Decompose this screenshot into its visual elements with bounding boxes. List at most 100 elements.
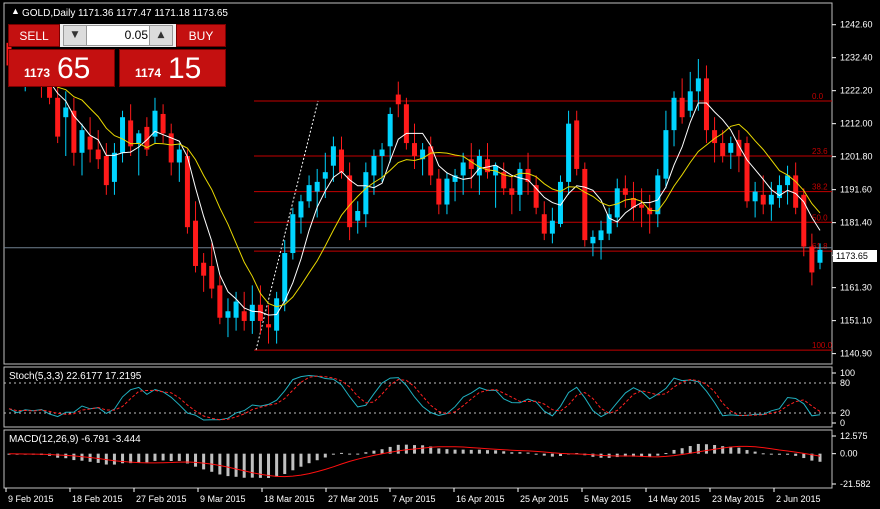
- time-tick-label: 27 Feb 2015: [136, 494, 187, 504]
- candle-body: [671, 97, 677, 131]
- candle-body: [476, 156, 482, 176]
- macd-tick-label: -21.582: [840, 479, 871, 489]
- macd-histogram-bar: [202, 453, 206, 470]
- candle-body: [290, 214, 296, 254]
- candle-body: [233, 301, 239, 318]
- candle-body: [768, 194, 774, 205]
- candle-body: [201, 262, 207, 276]
- macd-histogram-bar: [469, 449, 473, 454]
- macd-histogram-bar: [380, 449, 384, 454]
- candle-body: [817, 249, 823, 263]
- macd-signal-line: [8, 445, 821, 478]
- current-price-label: 1173.65: [836, 251, 868, 261]
- price-tick-label: 1201.80: [840, 152, 873, 162]
- candle-body: [606, 214, 612, 234]
- candle-body: [752, 191, 758, 202]
- macd-histogram-bar: [729, 446, 733, 454]
- buy-button[interactable]: BUY: [176, 24, 226, 47]
- macd-histogram-bar: [307, 453, 311, 464]
- candle-body: [71, 110, 77, 153]
- macd-histogram-bar: [421, 445, 425, 454]
- macd-histogram-bar: [445, 449, 449, 454]
- macd-histogram-bar: [267, 453, 271, 478]
- macd-histogram-bar: [250, 453, 254, 478]
- macd-histogram-bar: [161, 453, 165, 461]
- time-tick-label: 7 Apr 2015: [392, 494, 436, 504]
- time-tick-label: 18 Mar 2015: [264, 494, 315, 504]
- candle-body: [582, 168, 588, 241]
- macd-tick-label: 12.575: [840, 431, 868, 441]
- macd-histogram-bar: [331, 453, 335, 455]
- candle-body: [241, 311, 247, 321]
- stoch-main-line: [8, 374, 821, 421]
- candle-body: [111, 152, 117, 182]
- candle-body: [525, 168, 531, 182]
- macd-histogram-bar: [494, 450, 498, 454]
- candle-body: [687, 91, 693, 111]
- price-tick-label: 1222.20: [840, 86, 873, 96]
- price-tick-label: 1181.40: [840, 218, 872, 228]
- time-tick-label: 5 May 2015: [584, 494, 631, 504]
- candle-body: [128, 120, 134, 147]
- time-tick-label: 16 Apr 2015: [456, 494, 505, 504]
- candle-body: [120, 117, 126, 153]
- chart-menu-icon[interactable]: ▲: [11, 6, 20, 16]
- price-tick-label: 1232.40: [840, 53, 873, 63]
- candle-body: [590, 236, 596, 244]
- candle-body: [403, 104, 409, 144]
- price-tick-label: 1151.10: [840, 316, 872, 326]
- stoch-tick-label: 100: [840, 368, 855, 378]
- macd-histogram-bar: [396, 444, 400, 454]
- macd-histogram-bar: [242, 453, 246, 478]
- candle-body: [355, 210, 361, 221]
- macd-histogram-bar: [453, 449, 457, 454]
- macd-histogram-bar: [761, 453, 765, 455]
- candle-body: [87, 136, 93, 150]
- macd-histogram-bar: [234, 453, 238, 477]
- candle-body: [801, 194, 807, 247]
- candle-body: [371, 156, 377, 176]
- ohlc-readout: 1171.36 1177.47 1171.18 1173.65: [78, 8, 228, 19]
- lot-size-value[interactable]: 0.05: [124, 28, 148, 42]
- time-tick-label: 14 May 2015: [648, 494, 700, 504]
- macd-histogram-bar: [704, 444, 708, 454]
- candle-body: [47, 78, 53, 98]
- candle-body: [225, 311, 231, 318]
- candle-body: [95, 149, 101, 160]
- fast-ma-line: [8, 65, 821, 316]
- candle-body: [622, 188, 628, 195]
- macd-histogram-bar: [656, 453, 660, 456]
- macd-histogram-bar: [177, 453, 181, 461]
- macd-histogram-bar: [518, 452, 522, 454]
- candle-body: [428, 146, 434, 176]
- candle-body: [379, 149, 385, 157]
- lot-decrease-icon[interactable]: ▼: [64, 26, 87, 45]
- macd-histogram-bar: [210, 453, 214, 472]
- sell-price-button[interactable]: 1173 65: [8, 49, 115, 87]
- candle-body: [339, 149, 345, 173]
- candle-body: [785, 175, 791, 186]
- macd-histogram-bar: [153, 453, 157, 461]
- macd-histogram-bar: [348, 453, 352, 455]
- sell-button[interactable]: SELL: [8, 24, 60, 47]
- macd-histogram-bar: [185, 453, 189, 464]
- lot-size-field[interactable]: ▼ 0.05 ▲: [63, 25, 173, 46]
- candle-body: [420, 149, 426, 160]
- macd-histogram-bar: [129, 453, 133, 464]
- lot-increase-icon[interactable]: ▲: [149, 26, 172, 45]
- macd-histogram-bar: [299, 453, 303, 467]
- macd-histogram-bar: [777, 453, 781, 455]
- macd-histogram-bar: [323, 453, 327, 458]
- candle-body: [55, 97, 61, 137]
- candle-body: [630, 198, 636, 208]
- fib-level-label: 38.2: [812, 183, 828, 192]
- candle-body: [330, 146, 336, 166]
- macd-histogram-bar: [769, 453, 773, 455]
- candle-body: [793, 175, 799, 208]
- main-panel-frame: [3, 2, 833, 365]
- candle-body: [720, 143, 726, 157]
- candle-body: [736, 139, 742, 157]
- buy-price-button[interactable]: 1174 15: [119, 49, 226, 87]
- candle-body: [266, 324, 272, 328]
